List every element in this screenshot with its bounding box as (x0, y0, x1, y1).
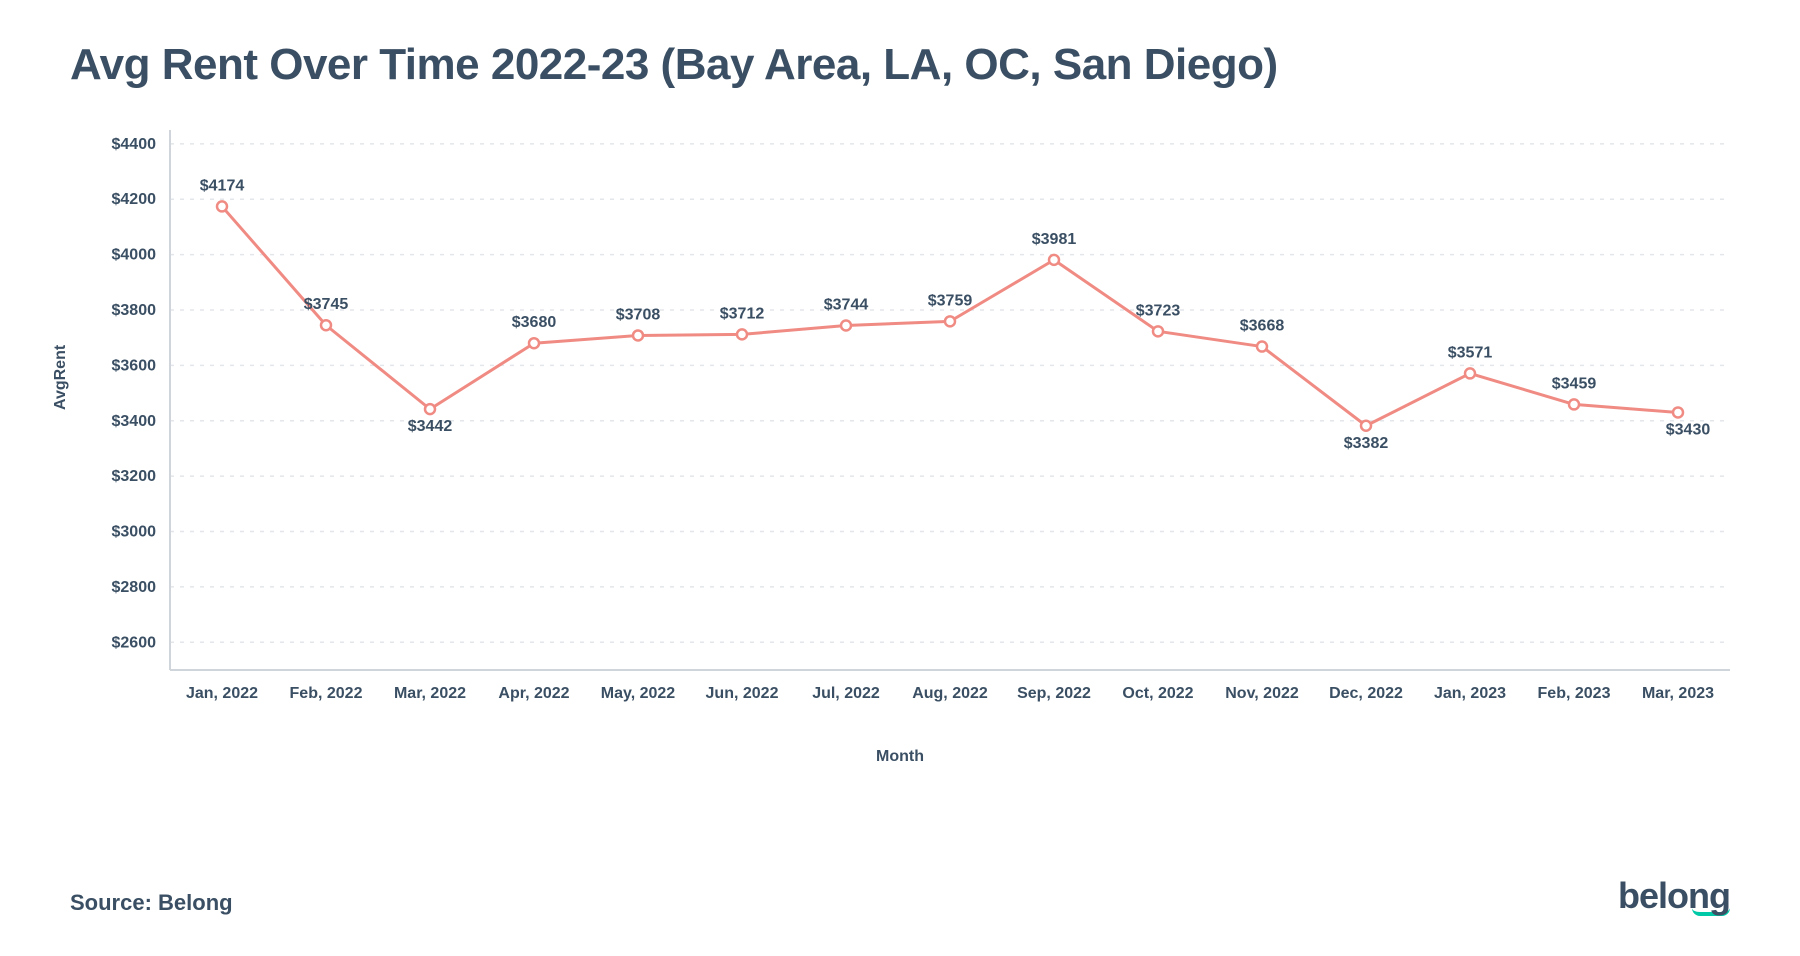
x-tick-label: Jan, 2023 (1434, 685, 1506, 702)
x-tick-label: Apr, 2022 (498, 685, 569, 702)
data-marker (1465, 368, 1475, 378)
y-tick-label: $2800 (112, 579, 157, 596)
chart-area: AvgRent $2600$2800$3000$3200$3400$3600$3… (60, 120, 1740, 760)
belong-logo: belong (1618, 878, 1730, 916)
y-tick-label: $3600 (112, 357, 157, 374)
source-label: Source: Belong (70, 890, 233, 916)
data-value-label: $3571 (1448, 344, 1493, 361)
chart-title: Avg Rent Over Time 2022-23 (Bay Area, LA… (70, 40, 1740, 90)
x-tick-label: Feb, 2023 (1538, 685, 1611, 702)
logo-text: belong (1618, 875, 1730, 916)
data-value-label: $3442 (408, 418, 453, 435)
x-tick-label: Mar, 2023 (1642, 685, 1714, 702)
x-tick-label: Feb, 2022 (290, 685, 363, 702)
x-tick-label: May, 2022 (601, 685, 676, 702)
x-tick-label: Nov, 2022 (1225, 685, 1299, 702)
y-tick-label: $3200 (112, 468, 157, 485)
x-tick-label: Mar, 2022 (394, 685, 466, 702)
data-value-label: $3459 (1552, 375, 1597, 392)
data-value-label: $3382 (1344, 435, 1389, 452)
y-tick-label: $3000 (112, 524, 157, 541)
data-marker (633, 330, 643, 340)
y-tick-label: $4200 (112, 191, 157, 208)
y-tick-label: $4000 (112, 247, 157, 264)
x-tick-label: Oct, 2022 (1122, 685, 1193, 702)
data-marker (1257, 342, 1267, 352)
x-tick-label: Jan, 2022 (186, 685, 258, 702)
data-marker (1673, 407, 1683, 417)
data-marker (217, 201, 227, 211)
x-tick-label: Dec, 2022 (1329, 685, 1403, 702)
data-value-label: $3759 (928, 292, 973, 309)
x-tick-label: Aug, 2022 (912, 685, 988, 702)
chart-container: Avg Rent Over Time 2022-23 (Bay Area, LA… (0, 0, 1800, 956)
data-marker (1569, 399, 1579, 409)
data-marker (945, 316, 955, 326)
data-marker (1153, 326, 1163, 336)
x-tick-label: Jun, 2022 (706, 685, 779, 702)
y-tick-label: $3800 (112, 302, 157, 319)
data-marker (321, 320, 331, 330)
data-marker (1361, 421, 1371, 431)
data-value-label: $3744 (824, 297, 869, 314)
line-chart-svg: $2600 $2800 $3000 $3200 $3400 $3600 $3800 $4000… (60, 120, 1740, 740)
data-value-label: $3708 (616, 306, 661, 323)
data-value-label: $3430 (1666, 421, 1711, 438)
data-marker (737, 329, 747, 339)
y-tick-label: $4400 (112, 136, 157, 153)
y-tick-label: $2600 (112, 634, 157, 651)
footer: Source: Belong belong (70, 878, 1730, 916)
data-marker (425, 404, 435, 414)
data-marker (1049, 255, 1059, 265)
data-value-label: $3745 (304, 296, 349, 313)
y-axis-label: AvgRent (52, 345, 70, 410)
data-value-label: $4174 (200, 177, 245, 194)
data-marker (529, 338, 539, 348)
data-value-label: $3668 (1240, 318, 1285, 335)
x-tick-label: Sep, 2022 (1017, 685, 1091, 702)
x-axis-label: Month (876, 748, 924, 766)
x-tick-label: Jul, 2022 (812, 685, 880, 702)
y-tick-label: $3400 (112, 413, 157, 430)
data-marker (841, 321, 851, 331)
data-value-label: $3981 (1032, 231, 1077, 248)
data-value-label: $3712 (720, 305, 765, 322)
data-value-label: $3680 (512, 314, 557, 331)
data-value-label: $3723 (1136, 302, 1181, 319)
